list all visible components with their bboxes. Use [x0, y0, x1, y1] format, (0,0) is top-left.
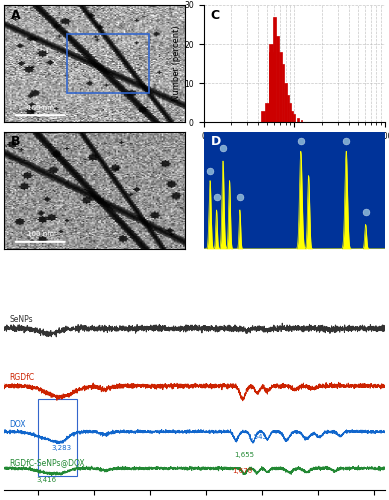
- RGDfC-SeNPs@DOX: [148, 464, 152, 470]
- DOX: [335, 430, 339, 436]
- Text: 1,655: 1,655: [235, 452, 254, 458]
- DOX: [68, 434, 72, 440]
- SeNPs: [54, 334, 59, 340]
- Bar: [279, 52, 282, 122]
- DOX: [45, 436, 50, 442]
- Bar: [261, 110, 265, 122]
- Text: 3,283: 3,283: [52, 444, 72, 450]
- SeNPs: [148, 326, 152, 332]
- RGDfC: [383, 382, 387, 388]
- RGDfC-SeNPs@DOX: [383, 466, 387, 472]
- Text: B: B: [11, 135, 21, 148]
- SeNPs: [280, 320, 285, 326]
- Y-axis label: Number (percent): Number (percent): [172, 26, 181, 102]
- SeNPs: [45, 331, 50, 337]
- Bar: [282, 64, 284, 122]
- RGDfC-SeNPs@DOX: [2, 466, 6, 472]
- Line: RGDfC: RGDfC: [4, 382, 385, 401]
- Bar: [67, 34, 149, 93]
- RGDfC: [45, 392, 50, 398]
- DOX: [148, 428, 152, 434]
- RGDfC-SeNPs@DOX: [45, 470, 50, 476]
- Text: A: A: [11, 8, 21, 22]
- Text: 100 nm: 100 nm: [27, 104, 54, 110]
- RGDfC: [164, 382, 169, 388]
- Bar: [265, 102, 269, 122]
- SeNPs: [383, 324, 387, 330]
- Bar: [301, 120, 302, 122]
- Text: D: D: [211, 135, 221, 148]
- SeNPs: [335, 324, 339, 330]
- Text: 100 nm: 100 nm: [27, 231, 54, 237]
- Text: 1,545: 1,545: [247, 434, 267, 440]
- Text: RGDfC: RGDfC: [9, 373, 35, 382]
- DOX: [55, 440, 60, 446]
- Text: SeNPs: SeNPs: [9, 316, 33, 324]
- Bar: [37, 400, 77, 476]
- Text: RGDfC-SeNPs@DOX: RGDfC-SeNPs@DOX: [9, 458, 85, 467]
- Text: C: C: [211, 8, 220, 22]
- RGDfC-SeNPs@DOX: [165, 465, 169, 471]
- Bar: [291, 110, 293, 122]
- RGDfC: [375, 382, 380, 388]
- DOX: [383, 428, 387, 434]
- Bar: [297, 118, 299, 122]
- RGDfC: [2, 381, 6, 387]
- Text: 3,416: 3,416: [37, 476, 57, 482]
- Bar: [273, 16, 276, 122]
- DOX: [2, 428, 6, 434]
- Text: 1,670: 1,670: [233, 468, 253, 474]
- Bar: [284, 83, 287, 122]
- Text: DOX: DOX: [9, 420, 26, 430]
- RGDfC: [240, 398, 245, 404]
- DOX: [135, 426, 140, 432]
- Bar: [276, 36, 279, 122]
- Bar: [293, 114, 295, 122]
- RGDfC: [68, 392, 72, 398]
- RGDfC-SeNPs@DOX: [49, 472, 54, 478]
- Bar: [269, 52, 273, 122]
- RGDfC: [334, 382, 339, 388]
- DOX: [375, 429, 380, 435]
- RGDfC-SeNPs@DOX: [68, 468, 72, 474]
- Bar: [289, 102, 291, 122]
- X-axis label: Size (nm): Size (nm): [273, 144, 316, 152]
- RGDfC-SeNPs@DOX: [375, 466, 380, 472]
- SeNPs: [68, 326, 72, 332]
- SeNPs: [165, 328, 169, 334]
- SeNPs: [375, 326, 380, 332]
- RGDfC-SeNPs@DOX: [356, 463, 361, 469]
- RGDfC: [336, 380, 341, 386]
- X-axis label: keV: keV: [286, 270, 303, 280]
- SeNPs: [2, 324, 6, 330]
- RGDfC-SeNPs@DOX: [334, 468, 339, 473]
- Line: RGDfC-SeNPs@DOX: RGDfC-SeNPs@DOX: [4, 466, 385, 475]
- Line: SeNPs: SeNPs: [4, 323, 385, 337]
- RGDfC: [148, 383, 152, 389]
- Bar: [269, 44, 273, 122]
- Line: DOX: DOX: [4, 430, 385, 444]
- Bar: [287, 95, 289, 122]
- DOX: [165, 428, 169, 434]
